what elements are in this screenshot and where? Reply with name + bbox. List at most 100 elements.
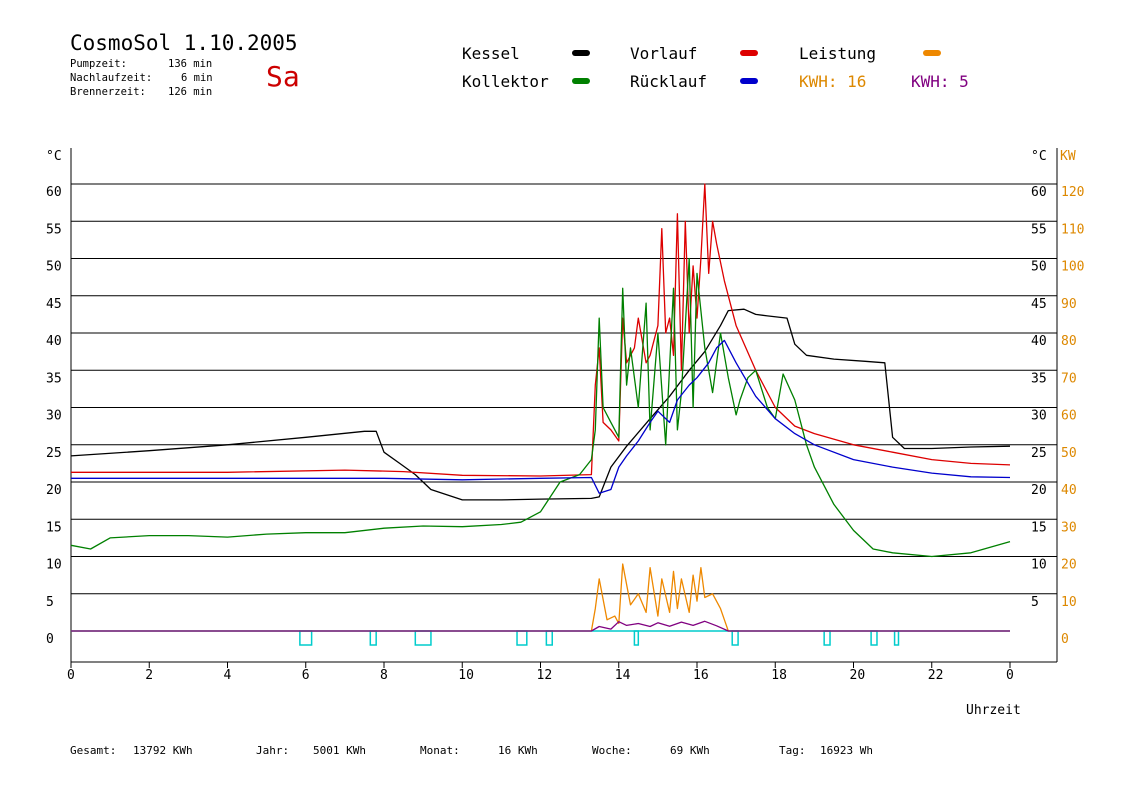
footer-gesamt-value: 13792 KWh: [133, 744, 193, 757]
x-tick-label: 2: [145, 668, 153, 683]
pump-period-marker: [545, 630, 553, 646]
footer-monat-value: 16 KWh: [498, 744, 538, 757]
y-tick-label-right: 50: [1031, 260, 1047, 275]
legend-kollektor-label: Kollektor: [462, 72, 549, 91]
stat-value-brennerzeit: 126 min: [168, 86, 213, 98]
footer-tag-label: Tag:: [779, 744, 806, 757]
pump-period-marker: [633, 630, 640, 646]
y-tick-label-left: 45: [46, 297, 62, 312]
pump-period-marker: [516, 630, 528, 646]
footer-woche-label: Woche:: [592, 744, 632, 757]
kw-tick-label: 30: [1061, 520, 1077, 535]
kw-tick-label: 40: [1061, 483, 1077, 498]
y-unit-right: °C: [1031, 149, 1047, 164]
y-tick-label-left: 55: [46, 222, 62, 237]
kw-tick-label: 0: [1061, 632, 1069, 647]
y-tick-label-left: 60: [46, 185, 62, 200]
kw-unit-label: KW: [1060, 149, 1076, 164]
stat-value-pumpzeit: 136 min: [168, 58, 213, 70]
pump-period-marker: [823, 630, 831, 646]
y-unit-left: °C: [46, 149, 62, 164]
kw-tick-label: 10: [1061, 595, 1077, 610]
y-tick-label-left: 15: [46, 520, 62, 535]
footer-woche-value: 69 KWh: [670, 744, 710, 757]
x-tick-label: 20: [850, 668, 866, 683]
y-tick-label-left: 35: [46, 371, 62, 386]
x-tick-label: 8: [380, 668, 388, 683]
y-tick-label-left: 50: [46, 260, 62, 275]
footer-jahr-label: Jahr:: [256, 744, 290, 757]
y-tick-label-right: 30: [1031, 409, 1047, 424]
legend-vorlauf-swatch: [740, 50, 758, 56]
stat-label-pumpzeit: Pumpzeit:: [70, 58, 127, 70]
series-line-leistung: [71, 563, 1010, 632]
y-tick-label-right: 55: [1031, 222, 1047, 237]
series-line-kollektor: [70, 257, 1011, 558]
legend-vorlauf-label: Vorlauf: [630, 44, 698, 63]
x-tick-label: 16: [693, 668, 709, 683]
y-tick-label-left: 30: [46, 409, 62, 424]
legend-leistung-swatch: [923, 50, 941, 56]
kw-tick-label: 20: [1061, 558, 1077, 573]
x-axis-title: Uhrzeit: [966, 703, 1021, 718]
legend-kessel-swatch: [572, 50, 590, 56]
weekday-label: Sa: [266, 60, 300, 93]
legend-leistung-label: Leistung: [799, 44, 877, 63]
x-tick-label: 22: [928, 668, 944, 683]
legend-ruecklauf-swatch: [740, 78, 758, 84]
series-line-vorlauf: [71, 183, 1011, 477]
kw-tick-label: 90: [1061, 297, 1077, 312]
kw-tick-label: 110: [1061, 222, 1084, 237]
y-tick-label-right: 20: [1031, 483, 1047, 498]
y-tick-label-right: 10: [1031, 558, 1047, 573]
kw-tick-label: 60: [1061, 409, 1077, 424]
series-line-kwh: [71, 620, 1010, 632]
y-tick-label-left: 20: [46, 483, 62, 498]
y-tick-label-right: 15: [1031, 520, 1047, 535]
pump-period-marker: [369, 630, 377, 646]
legend-kwh-secondary: KWH: 5: [911, 72, 969, 91]
y-tick-label-left: 25: [46, 446, 62, 461]
y-tick-label-right: 35: [1031, 371, 1047, 386]
kw-tick-label: 50: [1061, 446, 1077, 461]
stat-value-nachlaufzeit: 6 min: [181, 72, 213, 84]
kw-tick-label: 120: [1061, 185, 1084, 200]
x-tick-label: 4: [224, 668, 232, 683]
legend-ruecklauf-label: Rücklauf: [630, 72, 708, 91]
pump-period-marker: [870, 630, 878, 646]
y-tick-label-left: 0: [46, 632, 54, 647]
footer-tag-value: 16923 Wh: [820, 744, 873, 757]
kw-tick-label: 80: [1061, 334, 1077, 349]
x-tick-label: 0: [67, 668, 75, 683]
stat-label-brennerzeit: Brennerzeit:: [70, 86, 146, 98]
y-tick-label-right: 60: [1031, 185, 1047, 200]
y-tick-label-right: 40: [1031, 334, 1047, 349]
y-tick-label-right: 45: [1031, 297, 1047, 312]
footer-gesamt-label: Gesamt:: [70, 744, 117, 757]
footer-jahr-value: 5001 KWh: [313, 744, 366, 757]
y-tick-label-left: 40: [46, 334, 62, 349]
x-tick-label: 12: [537, 668, 553, 683]
series-line-rcklauf: [71, 339, 1011, 494]
x-tick-label: 14: [615, 668, 631, 683]
y-tick-label-left: 10: [46, 558, 62, 573]
legend-kollektor-swatch: [572, 78, 590, 84]
chart-title: CosmoSol 1.10.2005: [70, 31, 298, 55]
x-tick-label: 18: [771, 668, 787, 683]
x-tick-label: 0: [1006, 668, 1014, 683]
series-line-kessel: [70, 308, 1011, 501]
pump-period-marker: [731, 630, 739, 646]
stat-label-nachlaufzeit: Nachlaufzeit:: [70, 72, 153, 84]
x-tick-label: 10: [458, 668, 474, 683]
kw-tick-label: 70: [1061, 371, 1077, 386]
legend-kessel-label: Kessel: [462, 44, 520, 63]
x-tick-label: 6: [302, 668, 310, 683]
footer-monat-label: Monat:: [420, 744, 460, 757]
pump-period-marker: [299, 630, 313, 646]
kw-tick-label: 100: [1061, 260, 1084, 275]
pump-period-marker: [414, 630, 432, 646]
pump-period-marker: [893, 630, 900, 646]
y-tick-label-right: 25: [1031, 446, 1047, 461]
y-tick-label-left: 5: [46, 595, 54, 610]
